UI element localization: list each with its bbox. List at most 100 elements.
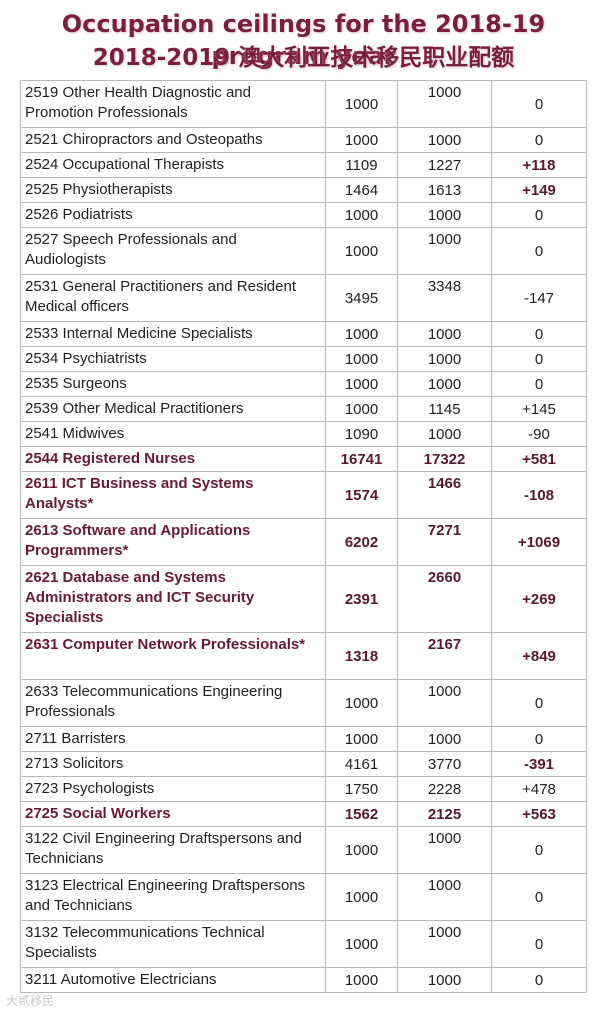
table-row: 2519 Other Health Diagnostic and Promoti… (20, 80, 587, 128)
ceiling-2018-cell: 1000 (397, 920, 492, 968)
table-row: 3122 Civil Engineering Draftspersons and… (20, 826, 587, 874)
ceiling-2018-cell: 1000 (397, 127, 492, 153)
ceiling-2018-cell: 1000 (397, 421, 492, 447)
ceiling-2018-cell: 3770 (397, 751, 492, 777)
ceiling-2017-cell: 1464 (325, 177, 398, 203)
occupation-cell: 2535 Surgeons (20, 371, 326, 397)
change-cell: 0 (491, 371, 587, 397)
table-row: 2633 Telecommunications Engineering Prof… (20, 679, 587, 727)
ceiling-2017-cell: 1000 (325, 920, 398, 968)
change-cell: -108 (491, 471, 587, 519)
table-row: 2631 Computer Network Professionals* 1318… (20, 632, 587, 680)
ceiling-2017-cell: 1000 (325, 873, 398, 921)
change-cell: 0 (491, 202, 587, 228)
table-row: 2527 Speech Professionals and Audiologis… (20, 227, 587, 275)
occupation-cell: 2531 General Practitioners and Resident … (20, 274, 326, 322)
table-row: 2713 Solicitors 4161 3770 -391 (20, 751, 587, 777)
ceiling-2018-cell: 1000 (397, 346, 492, 372)
ceiling-2018-cell: 2660 (397, 565, 492, 633)
ceiling-2017-cell: 1109 (325, 152, 398, 178)
occupation-cell: 3123 Electrical Engineering Draftsperson… (20, 873, 326, 921)
ceiling-2018-cell: 1000 (397, 321, 492, 347)
ceiling-2018-cell: 1227 (397, 152, 492, 178)
change-cell: 0 (491, 679, 587, 727)
ceiling-2017-cell: 1750 (325, 776, 398, 802)
occupation-cell: 2713 Solicitors (20, 751, 326, 777)
occupation-cell: 3211 Automotive Electricians (20, 967, 326, 993)
ceiling-2017-cell: 1000 (325, 967, 398, 993)
occupation-cell: 3132 Telecommunications Technical Specia… (20, 920, 326, 968)
ceiling-2018-cell: 1000 (397, 80, 492, 128)
ceiling-2017-cell: 1000 (325, 371, 398, 397)
table-row: 2544 Registered Nurses 16741 17322 +581 (20, 446, 587, 472)
change-cell: +849 (491, 632, 587, 680)
ceiling-2017-cell: 1318 (325, 632, 398, 680)
table-row: 3211 Automotive Electricians 1000 1000 0 (20, 967, 587, 993)
occupation-cell: 2613 Software and Applications Programme… (20, 518, 326, 566)
occupation-cell: 2621 Database and Systems Administrators… (20, 565, 326, 633)
table-row: 2611 ICT Business and Systems Analysts* 1… (20, 471, 587, 519)
table-row: 2534 Psychiatrists 1000 1000 0 (20, 346, 587, 372)
change-cell: +118 (491, 152, 587, 178)
ceiling-2017-cell: 1000 (325, 679, 398, 727)
table-row: 2539 Other Medical Practitioners 1000 1145… (20, 396, 587, 422)
ceiling-2017-cell: 1000 (325, 227, 398, 275)
title-chinese: 2018-2019 澳大利亚技术移民职业配额 (92, 45, 515, 71)
ceiling-2018-cell: 1613 (397, 177, 492, 203)
occupation-cell: 2526 Podiatrists (20, 202, 326, 228)
ceiling-2018-cell: 1000 (397, 202, 492, 228)
ceiling-2017-cell: 1000 (325, 396, 398, 422)
table-row: 3123 Electrical Engineering Draftsperson… (20, 873, 587, 921)
occupation-cell: 2525 Physiotherapists (20, 177, 326, 203)
ceiling-2018-cell: 1000 (397, 826, 492, 874)
ceiling-2018-cell: 1000 (397, 227, 492, 275)
table-row: 2533 Internal Medicine Specialists 1000 10… (20, 321, 587, 347)
occupation-cell: 2544 Registered Nurses (20, 446, 326, 472)
ceiling-2017-cell: 3495 (325, 274, 398, 322)
change-cell: +1069 (491, 518, 587, 566)
ceiling-2017-cell: 2391 (325, 565, 398, 633)
change-cell: -147 (491, 274, 587, 322)
change-cell: -90 (491, 421, 587, 447)
change-cell: 0 (491, 726, 587, 752)
ceiling-2018-cell: 1466 (397, 471, 492, 519)
change-cell: +149 (491, 177, 587, 203)
ceiling-2018-cell: 17322 (397, 446, 492, 472)
change-cell: +269 (491, 565, 587, 633)
occupation-cell: 2524 Occupational Therapists (20, 152, 326, 178)
ceiling-2018-cell: 1000 (397, 726, 492, 752)
ceiling-2017-cell: 1000 (325, 726, 398, 752)
occupation-ceilings-table: 2519 Other Health Diagnostic and Promoti… (20, 80, 587, 993)
occupation-cell: 2725 Social Workers (20, 801, 326, 827)
occupation-cell: 3122 Civil Engineering Draftspersons and… (20, 826, 326, 874)
change-cell: 0 (491, 80, 587, 128)
occupation-cell: 2533 Internal Medicine Specialists (20, 321, 326, 347)
change-cell: 0 (491, 321, 587, 347)
change-cell: +563 (491, 801, 587, 827)
occupation-cell: 2611 ICT Business and Systems Analysts* (20, 471, 326, 519)
occupation-cell: 2527 Speech Professionals and Audiologis… (20, 227, 326, 275)
table-row: 2711 Barristers 1000 1000 0 (20, 726, 587, 752)
occupation-cell: 2633 Telecommunications Engineering Prof… (20, 679, 326, 727)
occupation-cell: 2631 Computer Network Professionals* (20, 632, 326, 680)
ceiling-2017-cell: 4161 (325, 751, 398, 777)
ceiling-2018-cell: 1000 (397, 679, 492, 727)
occupation-cell: 2521 Chiropractors and Osteopaths (20, 127, 326, 153)
change-cell: 0 (491, 873, 587, 921)
change-cell: 0 (491, 967, 587, 993)
change-cell: 0 (491, 826, 587, 874)
ceiling-2018-cell: 2228 (397, 776, 492, 802)
change-cell: 0 (491, 227, 587, 275)
table-row: 2621 Database and Systems Administrators… (20, 565, 587, 633)
occupation-cell: 2541 Midwives (20, 421, 326, 447)
ceiling-2017-cell: 1000 (325, 202, 398, 228)
occupation-cell: 2723 Psychologists (20, 776, 326, 802)
table-row: 2521 Chiropractors and Osteopaths 1000 100… (20, 127, 587, 153)
change-cell: +581 (491, 446, 587, 472)
table-row: 2613 Software and Applications Programme… (20, 518, 587, 566)
ceiling-2017-cell: 1000 (325, 127, 398, 153)
change-cell: 0 (491, 920, 587, 968)
occupation-cell: 2519 Other Health Diagnostic and Promoti… (20, 80, 326, 128)
ceiling-2018-cell: 3348 (397, 274, 492, 322)
table-row: 2524 Occupational Therapists 1109 1227 +118 (20, 152, 587, 178)
